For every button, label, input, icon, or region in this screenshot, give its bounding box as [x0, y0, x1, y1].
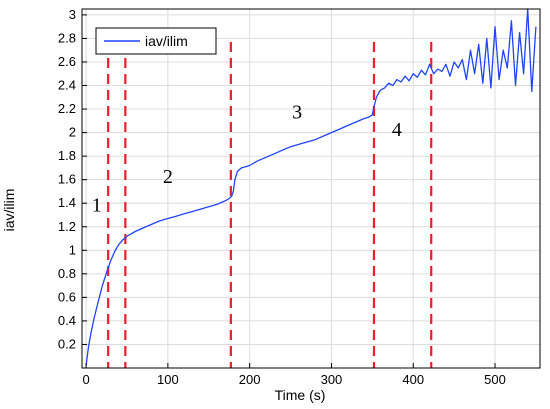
y-tick-label: 1.4	[58, 195, 76, 210]
y-tick-label: 1.6	[58, 172, 76, 187]
y-tick-label: 2	[69, 125, 76, 140]
y-tick-label: 1.8	[58, 148, 76, 163]
y-tick-label: 0.4	[58, 313, 76, 328]
x-tick-label: 400	[402, 372, 424, 387]
y-tick-label: 0.6	[58, 289, 76, 304]
y-tick-label: 0.2	[58, 336, 76, 351]
y-tick-label: 0.8	[58, 266, 76, 281]
grid-lines	[82, 9, 540, 368]
x-axis-title: Time (s)	[275, 387, 326, 403]
region-number-label: 4	[392, 119, 402, 141]
region-annotations: 1 2 3 4	[92, 101, 402, 216]
y-tick-label: 2.8	[58, 30, 76, 45]
region-markers	[107, 41, 433, 368]
y-tick-label: 3	[69, 7, 76, 22]
region-number-label: 2	[163, 166, 173, 188]
x-tick-label: 100	[157, 372, 179, 387]
legend: iav/ilim	[95, 27, 217, 55]
series-lines	[85, 8, 537, 366]
series-line	[85, 8, 537, 366]
x-tick-label: 500	[484, 372, 506, 387]
y-tick-label: 2.6	[58, 54, 76, 69]
x-tick-label: 0	[82, 372, 89, 387]
y-axis-title: iav/ilim	[1, 189, 17, 232]
y-tick-label: 1.2	[58, 219, 76, 234]
plot-frame	[81, 8, 541, 369]
axis-ticks: 0 100 200 300 400 500 0.2 0.4 0.6 0.8 1 1.2 1.4 1.6 1.…	[58, 7, 506, 387]
region-number-label: 1	[92, 194, 102, 216]
region-number-label: 3	[292, 101, 302, 123]
y-tick-label: 2.4	[58, 78, 76, 93]
y-tick-label: 1	[69, 242, 76, 257]
legend-label: iav/ilim	[145, 33, 188, 49]
x-tick-label: 300	[321, 372, 343, 387]
y-tick-label: 2.2	[58, 101, 76, 116]
x-tick-label: 200	[239, 372, 261, 387]
